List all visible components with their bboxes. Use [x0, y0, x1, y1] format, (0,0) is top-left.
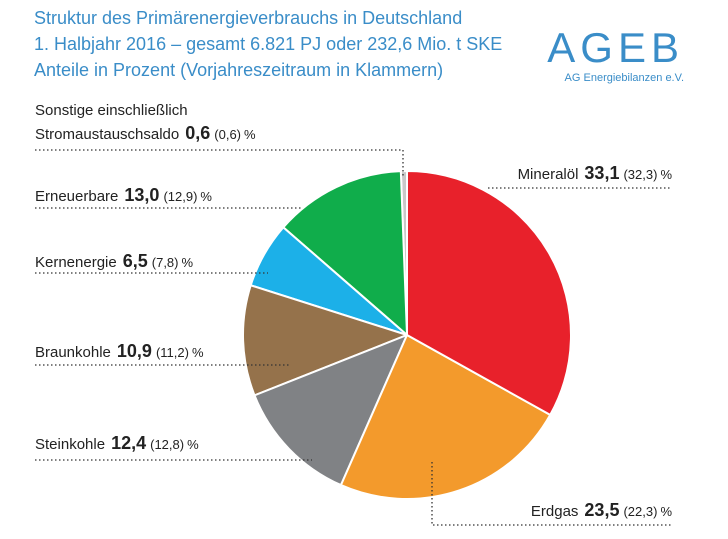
- unit-label: %: [181, 255, 194, 270]
- value-label: 6,5: [122, 251, 148, 271]
- chart-subtitle: 1. Halbjahr 2016 – gesamt 6.821 PJ oder …: [34, 34, 503, 54]
- leader-line: [35, 149, 404, 178]
- unit-label: %: [200, 189, 212, 204]
- value-label: 0,6: [185, 123, 211, 143]
- slice-label: Sonstige einschließlich Stromaustauschsa…: [35, 100, 295, 146]
- value-label: 33,1: [584, 163, 620, 183]
- slice-label: Braunkohle 10,9 (11,2)%: [35, 340, 204, 364]
- category-label: Sonstige einschließlich Stromaustauschsa…: [35, 102, 188, 143]
- category-label: Mineralöl: [517, 166, 579, 183]
- value-label: 23,5: [584, 500, 620, 520]
- unit-label: %: [660, 504, 672, 519]
- slice-label: Mineralöl 33,1 (32,3)%: [518, 162, 672, 186]
- chart-note: Anteile in Prozent (Vorjahreszeitraum in…: [34, 60, 444, 80]
- pie-slice: [406, 169, 572, 417]
- pie-slice: [253, 333, 409, 487]
- category-label: Kernenergie: [35, 254, 117, 271]
- unit-label: %: [244, 127, 256, 142]
- slice-label: Steinkohle 12,4 (12,8)%: [35, 432, 199, 456]
- previous-value-label: (11,2): [155, 345, 189, 360]
- category-label: Erdgas: [530, 503, 579, 520]
- slice-label: Kernenergie 6,5 (7,8)%: [35, 250, 193, 274]
- unit-label: %: [660, 167, 672, 182]
- category-label: Braunkohle: [35, 344, 111, 361]
- previous-value-label: (32,3): [623, 167, 658, 182]
- slice-label: Erdgas 23,5 (22,3)%: [531, 499, 672, 523]
- previous-value-label: (12,8): [150, 437, 185, 452]
- unit-label: %: [191, 345, 204, 360]
- value-label: 12,4: [111, 433, 147, 453]
- logo-caption: AG Energiebilanzen e.V.: [564, 72, 684, 84]
- leader-lines: [35, 149, 672, 526]
- previous-value-label: (22,3): [623, 504, 658, 519]
- leader-line: [431, 462, 672, 526]
- pie-slice: [281, 170, 409, 338]
- previous-value-label: (7,8): [151, 255, 179, 270]
- category-label: Erneuerbare: [35, 188, 119, 205]
- category-label: Steinkohle: [35, 436, 106, 453]
- slice-label: Erneuerbare 13,0 (12,9)%: [35, 184, 212, 208]
- previous-value-label: (0,6): [214, 127, 242, 142]
- pie-slice: [339, 333, 552, 500]
- logo: AGEB: [547, 24, 684, 71]
- previous-value-label: (12,9): [163, 189, 198, 204]
- pie-slice: [242, 284, 410, 397]
- unit-label: %: [187, 437, 199, 452]
- value-label: 13,0: [124, 185, 160, 205]
- chart-title: Struktur des Primärenergieverbrauchs in …: [34, 8, 463, 28]
- value-label: 10,9: [116, 341, 152, 361]
